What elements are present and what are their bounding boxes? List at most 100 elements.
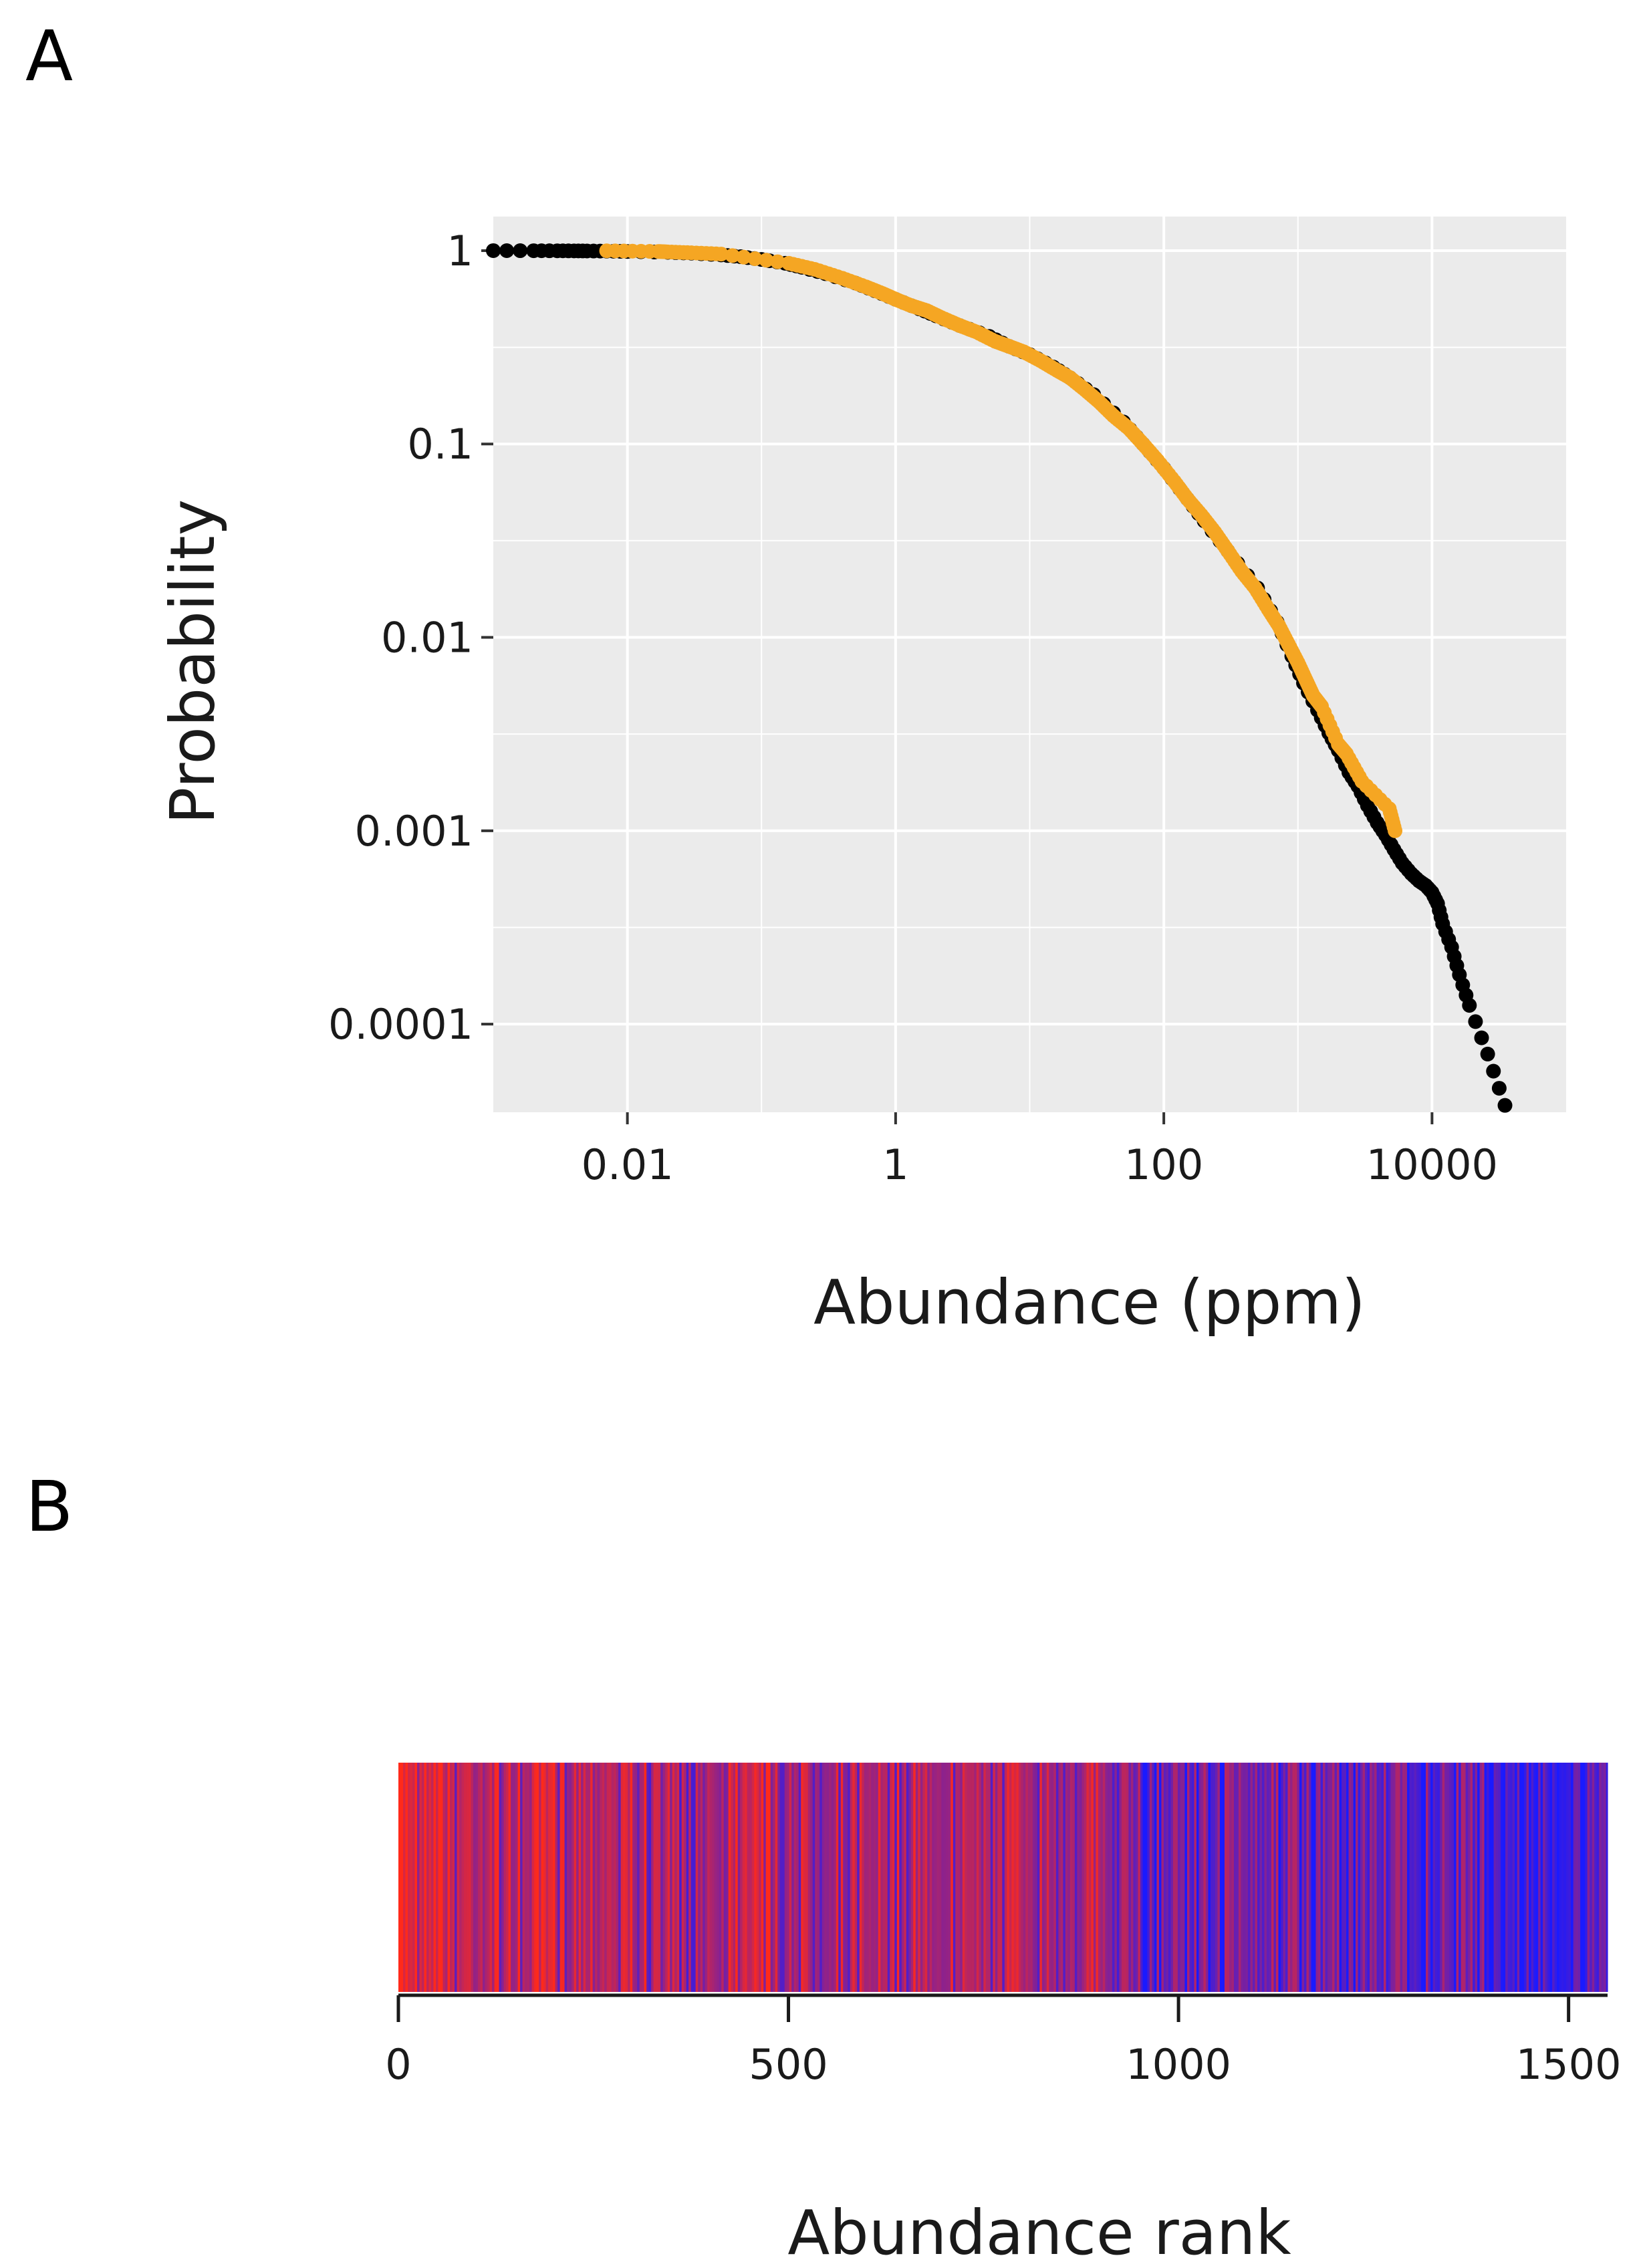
rank-stripe (672, 1763, 675, 1992)
rank-stripe (1521, 1763, 1525, 1992)
rank-stripe (1315, 1763, 1319, 1992)
rank-stripe (1543, 1763, 1546, 1992)
rank-stripe (1049, 1763, 1052, 1992)
rank-stripe (1475, 1763, 1478, 1992)
rank-stripe (1599, 1763, 1602, 1992)
rank-stripe (572, 1763, 575, 1992)
rank-stripe (1301, 1763, 1305, 1992)
rank-stripe (576, 1763, 580, 1992)
rank-stripe (740, 1763, 743, 1992)
rank-stripe (1374, 1763, 1378, 1992)
rank-stripe (974, 1763, 977, 1992)
rank-stripe (545, 1763, 549, 1992)
rank-stripe (1177, 1763, 1181, 1992)
series-highlighted-points (599, 243, 1403, 838)
rank-stripe (1501, 1763, 1504, 1992)
rank-stripe (999, 1763, 1003, 1992)
rank-stripe (1149, 1763, 1153, 1992)
rank-stripe (927, 1763, 930, 1992)
rank-stripe (990, 1763, 993, 1992)
rank-stripe (859, 1763, 862, 1992)
rank-stripe (997, 1763, 1001, 1992)
rank-stripe (1198, 1763, 1202, 1992)
rank-stripe (1027, 1763, 1031, 1992)
rank-stripe (1247, 1763, 1251, 1992)
rank-stripe (1320, 1763, 1323, 1992)
rank-stripe (749, 1763, 753, 1992)
rank-stripe (431, 1763, 434, 1992)
rank-stripe (412, 1763, 416, 1992)
rank-stripe (1454, 1763, 1457, 1992)
rank-stripe (676, 1763, 680, 1992)
rank-stripe (1217, 1763, 1221, 1992)
rank-stripe (910, 1763, 914, 1992)
rank-stripe (962, 1763, 965, 1992)
rank-stripe (600, 1763, 603, 1992)
rank-stripe (562, 1763, 565, 1992)
rank-stripe (1580, 1763, 1584, 1992)
y-tick-label: 0.01 (381, 614, 473, 662)
rank-stripe (821, 1763, 825, 1992)
rank-stripe (550, 1763, 553, 1992)
rank-stripe (1170, 1763, 1174, 1992)
rank-stripe (653, 1763, 656, 1992)
rank-stripe (1255, 1763, 1258, 1992)
x-tick-label: 10000 (1366, 1140, 1498, 1189)
rank-stripe (829, 1763, 832, 1992)
rank-stripe (1041, 1763, 1045, 1992)
rank-stripe (614, 1763, 617, 1992)
rank-stripe (1435, 1763, 1438, 1992)
rank-stripe (478, 1763, 481, 1992)
rank-stripe (1367, 1763, 1370, 1992)
rank-stripe (475, 1763, 479, 1992)
rank-stripe (857, 1763, 860, 1992)
rank-stripe (1121, 1763, 1124, 1992)
rank-stripe (592, 1763, 596, 1992)
rank-stripe (695, 1763, 699, 1992)
point-black (499, 243, 515, 258)
rank-stripe (745, 1763, 748, 1992)
rank-stripe (1449, 1763, 1452, 1992)
rank-stripe (948, 1763, 951, 1992)
rank-stripe (1124, 1763, 1127, 1992)
rank-stripe (569, 1763, 572, 1992)
rank-stripe (854, 1763, 858, 1992)
rank-stripe (1351, 1763, 1354, 1992)
rank-stripe (447, 1763, 451, 1992)
rank-stripe (522, 1763, 525, 1992)
point-orange (1388, 823, 1403, 838)
rank-stripe (843, 1763, 846, 1992)
rank-stripe (497, 1763, 500, 1992)
rank-stripe (826, 1763, 830, 1992)
rank-stripe (953, 1763, 956, 1992)
rank-stripe (787, 1763, 790, 1992)
rank-stripe (1147, 1763, 1150, 1992)
rank-stripe (864, 1763, 867, 1992)
rank-stripe (1138, 1763, 1141, 1992)
rank-stripe (1013, 1763, 1017, 1992)
rank-stripe (1023, 1763, 1026, 1992)
rank-stripe (1009, 1763, 1012, 1992)
rank-stripe (1353, 1763, 1356, 1992)
rank-stripe (1594, 1763, 1598, 1992)
rank-stripe (597, 1763, 600, 1992)
rank-stripe (1309, 1763, 1312, 1992)
rank-stripe (768, 1763, 771, 1992)
rank-stripe (882, 1763, 886, 1992)
rank-stripe (1547, 1763, 1551, 1992)
rank-stripe (1035, 1763, 1038, 1992)
rank-stripe (934, 1763, 937, 1992)
rank-stripe (831, 1763, 834, 1992)
rank-stripe (1585, 1763, 1588, 1992)
rank-stripe (417, 1763, 420, 1992)
rank-stripe (742, 1763, 745, 1992)
rank-stripe (838, 1763, 842, 1992)
rank-stripe (1191, 1763, 1195, 1992)
rank-stripe (1388, 1763, 1392, 1992)
rank-stripe (777, 1763, 781, 1992)
point-orange (770, 254, 785, 269)
rank-stripe (1489, 1763, 1492, 1992)
rank-stripe (995, 1763, 998, 1992)
rank-stripe (1227, 1763, 1230, 1992)
rank-stripe (574, 1763, 577, 1992)
